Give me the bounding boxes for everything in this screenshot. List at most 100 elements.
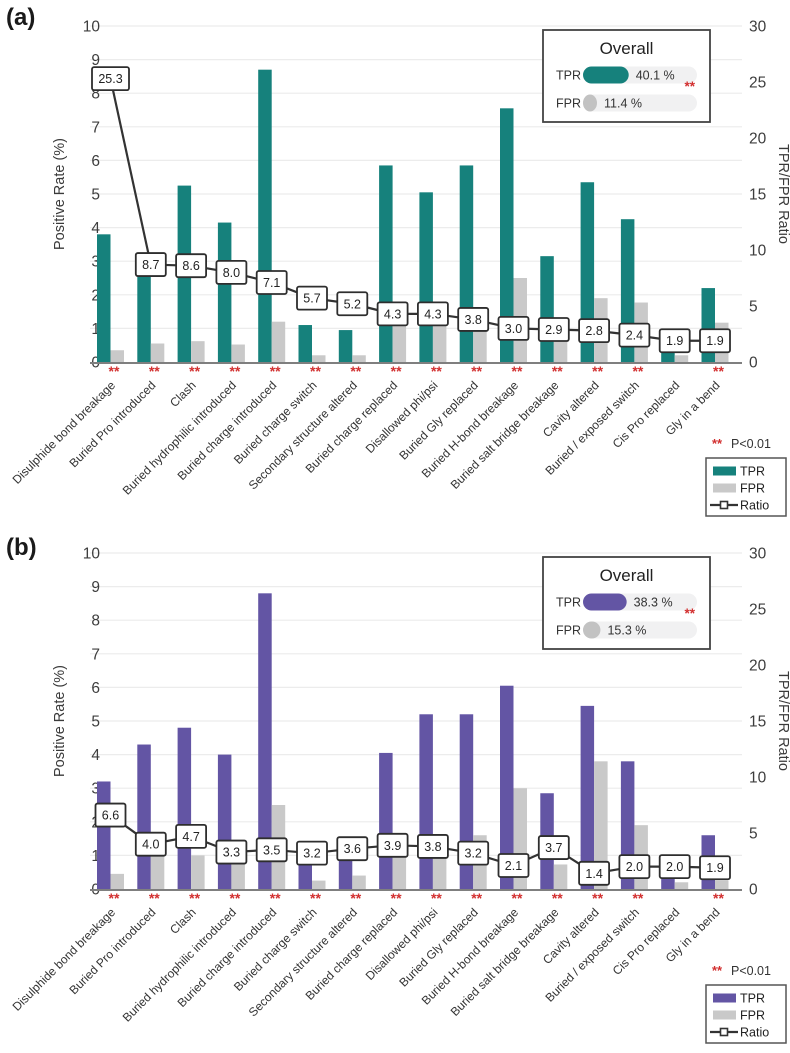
overall-row-label: TPR: [556, 596, 581, 610]
ratio-label-box: [658, 854, 691, 880]
significance-note-text: P<0.01: [731, 964, 771, 978]
significance-stars: **: [592, 363, 603, 379]
y-axis-left-tick-label: 3: [91, 254, 100, 271]
legend-tpr-label: TPR: [740, 465, 765, 479]
bar-fpr: [150, 853, 165, 889]
bar-fpr: [312, 880, 326, 889]
y-axis-right-tick-label: 25: [749, 75, 766, 92]
y-axis-left-title: Positive Rate (%): [52, 138, 68, 250]
ratio-label-box: [658, 328, 691, 354]
category-label: Disallowed phi/psi: [363, 378, 441, 456]
ratio-label-box: [416, 834, 449, 859]
ratio-label-box: [376, 832, 409, 858]
y-axis-left-tick-label: 7: [91, 646, 100, 663]
ratio-label-box: [457, 840, 490, 866]
bar-fpr: [110, 350, 124, 362]
ratio-line: [109, 814, 716, 875]
y-axis-right-tick-label: 0: [749, 882, 758, 899]
legend-fpr-label: FPR: [740, 1009, 765, 1023]
category-label: Clash: [167, 378, 199, 410]
ratio-label-box: [94, 802, 127, 828]
significance-stars: **: [391, 890, 402, 906]
significance-stars: **: [189, 890, 200, 906]
bar-fpr: [312, 355, 326, 362]
bar-fpr: [352, 355, 366, 362]
ratio-label-box: [537, 317, 570, 342]
bar-tpr: [97, 234, 111, 362]
significance-stars: **: [552, 890, 563, 906]
ratio-label: 3.2: [303, 847, 320, 861]
overall-significance-stars: **: [684, 606, 695, 621]
y-axis-left-tick-label: 8: [91, 613, 100, 630]
bar-tpr: [459, 165, 474, 362]
overall-row-value: 38.3 %: [634, 596, 673, 610]
significance-stars: **: [512, 363, 523, 379]
significance-stars: **: [632, 363, 643, 379]
bar-fpr: [110, 873, 124, 889]
significance-stars: **: [270, 890, 281, 906]
significance-stars: **: [471, 890, 482, 906]
bar-fpr: [271, 321, 286, 362]
y-axis-left-tick-label: 7: [91, 119, 100, 136]
bar-tpr: [338, 855, 353, 889]
overall-row-value: 15.3 %: [607, 624, 646, 638]
y-axis-left-tick-label: 5: [91, 714, 100, 731]
ratio-label: 5.7: [303, 292, 320, 306]
bar-tpr: [379, 752, 393, 889]
overall-title: Overall: [600, 39, 654, 58]
overall-row-value: 40.1 %: [636, 69, 675, 83]
ratio-label-box: [537, 835, 570, 860]
ratio-label-box: [175, 253, 208, 279]
legend-fpr-swatch: [713, 1010, 736, 1020]
ratio-label: 2.8: [585, 324, 602, 338]
ratio-label: 2.0: [626, 860, 643, 874]
bar-tpr: [177, 727, 192, 889]
y-axis-left-tick-label: 6: [91, 153, 100, 170]
overall-pill-fill: [583, 66, 629, 84]
ratio-label: 3.2: [465, 847, 482, 861]
significance-stars: **: [632, 890, 643, 906]
ratio-label-box: [699, 328, 731, 354]
ratio-label: 8.6: [182, 259, 199, 273]
ratio-label: 4.0: [142, 838, 159, 852]
significance-stars: **: [109, 890, 120, 906]
bar-tpr: [419, 714, 433, 889]
ratio-label-box: [255, 270, 288, 295]
bar-tpr: [379, 165, 393, 362]
overall-pill-fill: [583, 593, 627, 611]
bar-tpr: [540, 256, 554, 362]
panel-label-b: (b): [6, 534, 37, 561]
y-axis-left-tick-label: 9: [91, 52, 100, 69]
ratio-label-box: [497, 853, 530, 878]
overall-significance-stars: **: [684, 79, 695, 94]
ratio-label-box: [336, 291, 369, 317]
bar-tpr: [419, 192, 433, 362]
y-axis-left-title: Positive Rate (%): [52, 665, 68, 777]
bar-fpr: [392, 315, 407, 362]
y-axis-left-tick-label: 4: [91, 220, 100, 237]
ratio-label-box: [215, 259, 248, 285]
ratio-label: 2.9: [545, 323, 562, 337]
ratio-label: 1.9: [706, 334, 723, 348]
y-axis-left-tick-label: 1: [91, 848, 100, 865]
significance-stars: **: [229, 363, 240, 379]
bar-tpr: [97, 781, 111, 889]
y-axis-right-tick-label: 5: [749, 299, 758, 316]
y-axis-right-title: TPR/FPR Ratio: [775, 671, 790, 771]
overall-row-label: FPR: [556, 624, 581, 638]
y-axis-right-tick-label: 30: [749, 546, 767, 563]
ratio-label: 6.6: [102, 809, 119, 823]
legend-fpr-label: FPR: [740, 482, 765, 496]
ratio-label: 3.7: [545, 841, 562, 855]
ratio-label: 3.8: [424, 840, 441, 854]
ratio-label-box: [618, 322, 651, 348]
significance-stars: **: [350, 890, 361, 906]
significance-stars: **: [431, 363, 442, 379]
legend-ratio-label: Ratio: [740, 499, 769, 513]
ratio-label-box: [457, 307, 490, 332]
y-axis-left-tick-label: 3: [91, 781, 100, 798]
bar-fpr: [191, 341, 205, 362]
